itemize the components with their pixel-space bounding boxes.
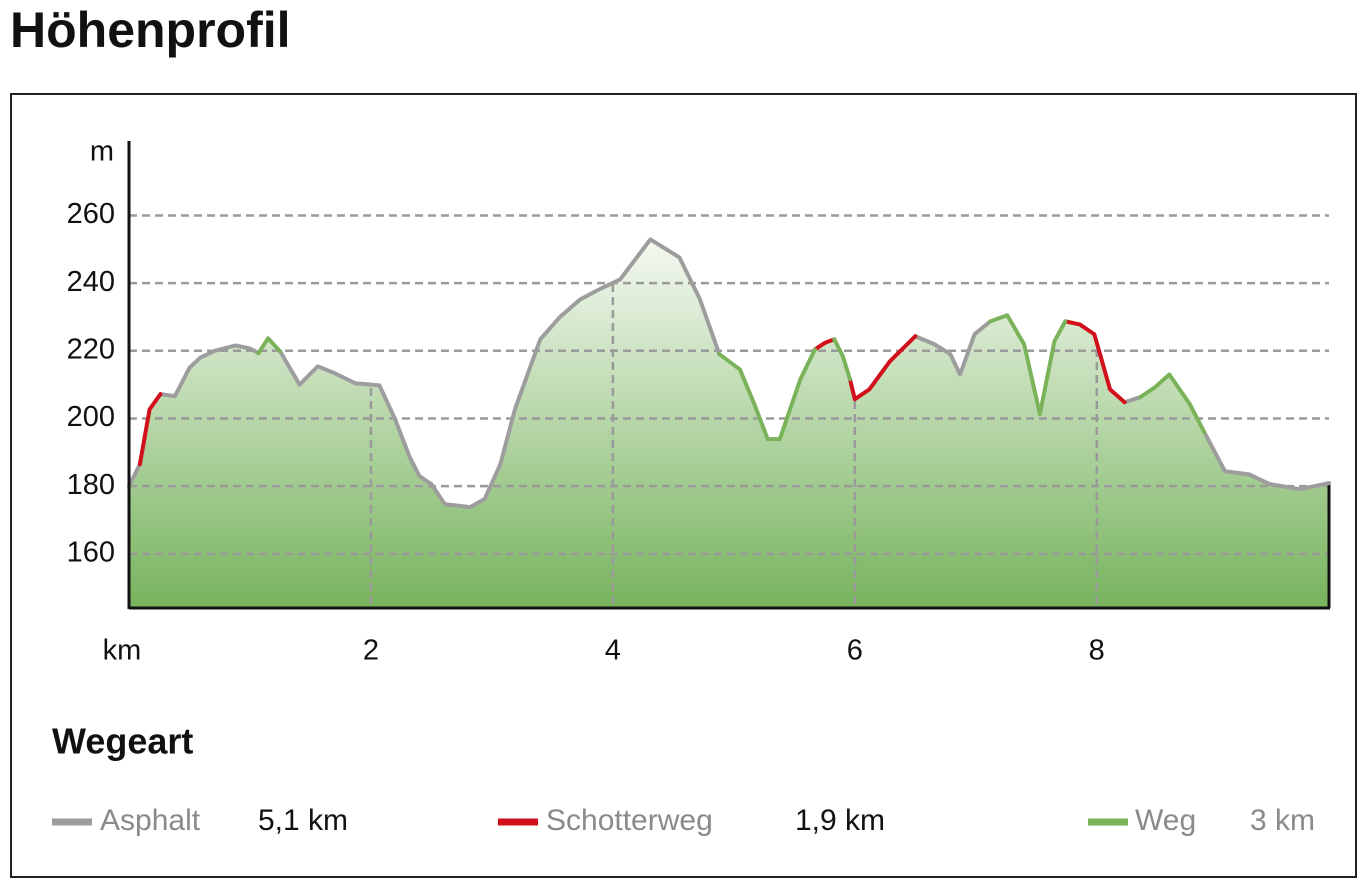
x-tick-label: 6: [847, 635, 863, 667]
elevation-line: [127, 237, 1331, 510]
legend-label: Schotterweg: [546, 804, 713, 837]
y-tick-label: 160: [67, 537, 115, 569]
legend-total: 1,9 km: [795, 804, 885, 837]
legend-total: 5,1 km: [258, 804, 348, 837]
x-tick-label: 2: [363, 635, 379, 667]
elevation-line: [137, 319, 1127, 467]
x-tick-label: 8: [1089, 635, 1105, 667]
y-axis-label: m: [90, 136, 114, 168]
y-tick-label: 180: [67, 469, 115, 501]
x-tick-label: 4: [605, 635, 621, 667]
legend-label: Weg: [1135, 804, 1196, 837]
legend-total: 3 km: [1250, 804, 1315, 837]
legend-title: Wegeart: [52, 721, 193, 762]
y-tick-label: 220: [67, 333, 115, 365]
chart-title: Höhenprofil: [10, 2, 291, 58]
frame: [10, 93, 1357, 878]
x-axis-label: km: [103, 635, 142, 667]
elevation-line: [256, 313, 1207, 442]
y-tick-label: 240: [67, 266, 115, 298]
legend-label: Asphalt: [100, 804, 201, 837]
elevation-area: [129, 239, 1329, 609]
y-tick-label: 260: [67, 198, 115, 230]
y-tick-label: 200: [67, 401, 115, 433]
